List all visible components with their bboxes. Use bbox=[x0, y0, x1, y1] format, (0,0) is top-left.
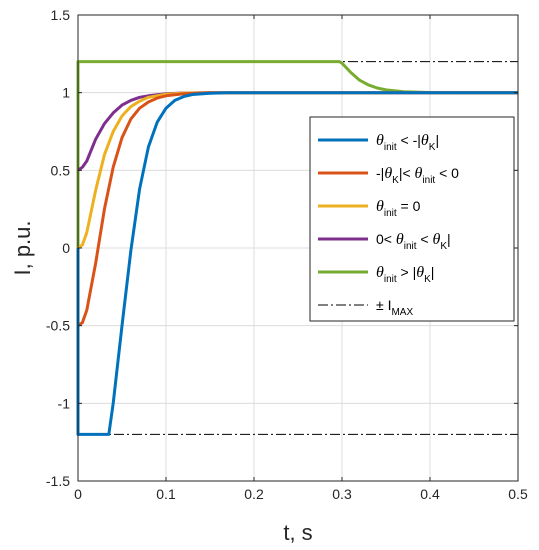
legend-label-part: θ bbox=[415, 165, 423, 182]
legend-label-part: ± I bbox=[376, 297, 391, 313]
y-axis-label: I, p.u. bbox=[10, 220, 35, 275]
legend-label-part: | bbox=[435, 132, 439, 148]
legend-label-part: | bbox=[447, 231, 451, 247]
legend-label-part: MAX bbox=[391, 307, 413, 318]
y-tick-label: -0.5 bbox=[46, 318, 70, 334]
x-tick-label: 0.1 bbox=[156, 486, 176, 502]
legend-label-part: K bbox=[440, 241, 447, 252]
legend-label-part: K bbox=[424, 274, 431, 285]
legend-label-part: -| bbox=[376, 165, 384, 181]
legend-label-part: θ bbox=[384, 165, 392, 182]
legend-label-part: θ bbox=[396, 231, 404, 248]
y-tick-label: 0.5 bbox=[51, 162, 71, 178]
legend-label-part: θ bbox=[376, 198, 384, 215]
legend-label-1: θinit < -|θK| bbox=[376, 132, 439, 153]
legend-label-part: init bbox=[422, 175, 435, 186]
legend-label-part: init bbox=[384, 142, 397, 153]
y-tick-label: 1 bbox=[62, 85, 70, 101]
legend-label-part: > | bbox=[397, 264, 417, 280]
series-lines bbox=[76, 60, 518, 436]
legend-label-4: 0< θinit < θK| bbox=[376, 231, 451, 252]
legend-label-part: θ bbox=[416, 264, 424, 281]
legend-label-part: K bbox=[429, 142, 436, 153]
y-tick-label: 0 bbox=[62, 240, 70, 256]
legend-label-part: 0< bbox=[376, 231, 396, 247]
legend-label-part: init bbox=[404, 241, 417, 252]
x-tick-label: 0.5 bbox=[508, 486, 528, 502]
legend-label-part: < 0 bbox=[435, 165, 459, 181]
x-tick-label: 0.2 bbox=[244, 486, 264, 502]
legend-label-part: θ bbox=[376, 264, 384, 281]
ticks: 0 0.1 0.2 0.3 0.4 0.5 -1.5 -1 -0.5 0 0.5 1 1.5 bbox=[46, 7, 528, 502]
legend-label-5: θinit > |θK| bbox=[376, 264, 434, 285]
x-tick-label: 0.3 bbox=[332, 486, 352, 502]
legend-label-6: ± IMAX bbox=[376, 297, 413, 318]
legend-label-part: θ bbox=[376, 132, 384, 149]
legend-label-part: = 0 bbox=[397, 198, 421, 214]
x-axis-label: t, s bbox=[283, 520, 312, 545]
x-tick-label: 0 bbox=[74, 486, 82, 502]
y-tick-label: 1.5 bbox=[51, 7, 71, 23]
y-tick-label: -1.5 bbox=[46, 473, 70, 489]
legend-label-part: < -| bbox=[397, 132, 421, 148]
legend-label-part: init bbox=[384, 208, 397, 219]
legend-label-part: |< bbox=[399, 165, 415, 181]
legend-label-part: θ bbox=[421, 132, 429, 149]
legend-label-part: K bbox=[392, 175, 399, 186]
legend-box bbox=[309, 116, 515, 322]
legend-label-part: init bbox=[384, 274, 397, 285]
legend-label-part: | bbox=[431, 264, 435, 280]
series-line-1 bbox=[76, 91, 518, 436]
y-tick-label: -1 bbox=[58, 395, 71, 411]
x-tick-label: 0.4 bbox=[420, 486, 440, 502]
legend-label-part: < bbox=[417, 231, 433, 247]
legend-label-3: θinit = 0 bbox=[376, 198, 421, 219]
legend-label-2: -|θK|< θinit < 0 bbox=[376, 165, 459, 186]
legend-label-part: θ bbox=[432, 231, 440, 248]
